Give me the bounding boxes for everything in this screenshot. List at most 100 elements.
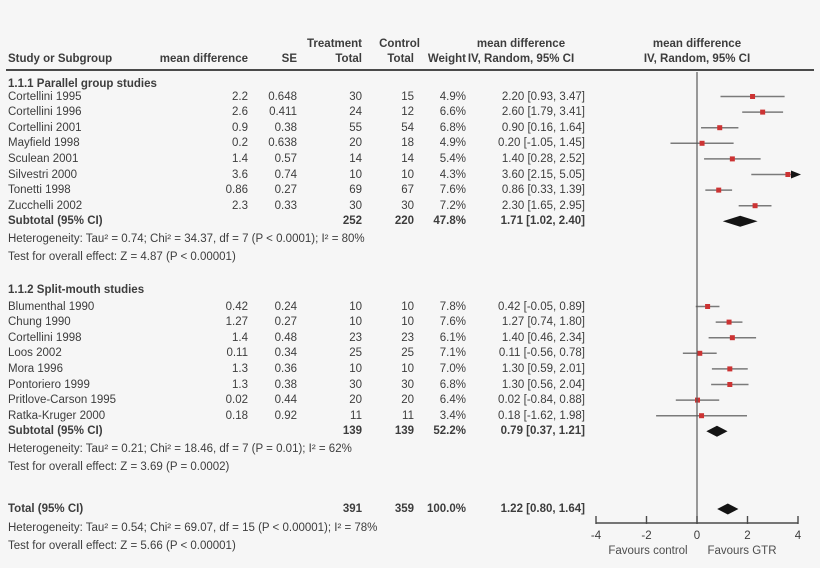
point-estimate-marker <box>697 350 703 356</box>
tt-value: 30 <box>349 378 362 391</box>
ci-value: 0.20 [-1.05, 1.45] <box>498 137 585 150</box>
md-value: 1.3 <box>232 378 248 391</box>
study-name: Zucchelli 2002 <box>8 199 83 212</box>
favours-right-label: Favours GTR <box>707 545 776 557</box>
md-value: 2.6 <box>232 106 248 119</box>
se-value: 0.411 <box>269 106 297 119</box>
point-estimate-marker <box>760 109 766 115</box>
ct-value: 359 <box>394 503 414 515</box>
control-group-header: Control <box>379 38 420 50</box>
header-divider <box>6 69 814 71</box>
total-overall-effect-text: Test for overall effect: Z = 5.66 (P < 0… <box>8 539 236 552</box>
md-value: 0.02 <box>225 394 248 407</box>
md-value: 0.18 <box>225 409 248 422</box>
ci-column-header-line2: IV, Random, 95% CI <box>467 53 575 65</box>
ct-value: 139 <box>394 425 414 438</box>
ct-value: 18 <box>401 137 414 150</box>
se-value: 0.24 <box>274 300 297 313</box>
study-name: Total (95% CI) <box>8 503 84 515</box>
ci-value: 1.71 [1.02, 2.40] <box>500 215 585 228</box>
ct-value: 54 <box>401 121 414 134</box>
wt-value: 6.4% <box>439 394 466 407</box>
point-estimate-marker <box>750 94 756 99</box>
ci-value: 2.30 [1.65, 2.95] <box>501 199 585 212</box>
study-name: Subtotal (95% CI) <box>8 425 103 438</box>
ct-value: 11 <box>402 409 414 422</box>
tt-value: 139 <box>342 425 362 438</box>
tt-value: 69 <box>349 184 362 197</box>
ci-value: 1.27 [0.74, 1.80] <box>501 316 585 329</box>
section-title: 1.1.2 Split-mouth studies <box>8 284 145 296</box>
ci-value: 1.40 [0.46, 2.34] <box>501 331 585 344</box>
md-column-header: mean difference <box>159 53 248 65</box>
study-name: Pritlove-Carson 1995 <box>8 394 117 407</box>
tt-value: 30 <box>349 90 362 103</box>
se-column-header: SE <box>281 53 297 65</box>
se-value: 0.57 <box>274 152 297 165</box>
study-name: Silvestri 2000 <box>8 168 78 181</box>
md-value: 0.86 <box>225 184 248 197</box>
point-estimate-marker <box>752 203 758 209</box>
ci-value: 0.79 [0.37, 1.21] <box>500 425 585 438</box>
total-heterogeneity-text: Heterogeneity: Tau² = 0.54; Chi² = 69.07… <box>8 521 378 534</box>
ci-value: 0.90 [0.16, 1.64] <box>501 121 585 134</box>
study-name: Chung 1990 <box>8 316 71 329</box>
point-estimate-marker <box>729 335 735 341</box>
ct-value: 12 <box>401 106 414 119</box>
wt-value: 4.9% <box>439 137 466 150</box>
se-value: 0.38 <box>274 121 297 134</box>
ct-value: 10 <box>401 168 414 181</box>
axis-tick-label: -2 <box>641 530 651 542</box>
heterogeneity-text: Heterogeneity: Tau² = 0.74; Chi² = 34.37… <box>8 233 365 246</box>
md-value: 1.4 <box>232 152 248 165</box>
plot-header-line1: mean difference <box>652 38 742 50</box>
study-name: Tonetti 1998 <box>8 184 71 197</box>
study-name: Mora 1996 <box>8 362 63 375</box>
se-value: 0.638 <box>268 137 297 150</box>
ct-value: 20 <box>401 394 414 407</box>
tt-value: 24 <box>349 106 362 119</box>
wt-value: 7.6% <box>439 184 466 197</box>
se-value: 0.48 <box>274 331 297 344</box>
md-value: 0.9 <box>232 121 248 134</box>
wt-value: 4.9% <box>439 90 466 103</box>
ct-value: 220 <box>394 215 414 228</box>
tt-value: 10 <box>349 168 362 181</box>
wt-value: 4.3% <box>439 168 466 181</box>
md-value: 1.3 <box>232 362 248 375</box>
treatment-total-header: Total <box>335 53 362 65</box>
md-value: 2.2 <box>232 90 248 103</box>
tt-value: 23 <box>349 331 362 344</box>
se-value: 0.34 <box>274 347 297 360</box>
md-value: 2.3 <box>232 199 248 212</box>
wt-value: 6.8% <box>439 121 466 134</box>
study-column-header: Study or Subgroup <box>8 53 113 65</box>
control-total-header: Total <box>387 53 414 65</box>
axis-tick-label: 4 <box>795 530 802 542</box>
ct-value: 10 <box>401 300 414 313</box>
study-name: Cortellini 2001 <box>8 121 82 134</box>
ct-value: 30 <box>401 199 414 212</box>
heterogeneity-text: Heterogeneity: Tau² = 0.21; Chi² = 18.46… <box>8 443 352 456</box>
ct-value: 23 <box>401 331 414 344</box>
axis-tick-label: 2 <box>744 530 750 542</box>
wt-value: 6.1% <box>439 331 466 344</box>
ci-value: 1.30 [0.56, 2.04] <box>501 378 585 391</box>
point-estimate-marker <box>727 366 733 372</box>
md-value: 3.6 <box>232 168 248 181</box>
ci-arrow <box>791 170 801 179</box>
study-name: Cortellini 1996 <box>8 106 82 119</box>
tt-value: 25 <box>349 347 362 360</box>
tt-value: 20 <box>349 137 362 150</box>
study-name: Sculean 2001 <box>8 152 79 165</box>
wt-value: 7.0% <box>439 362 466 375</box>
tt-value: 11 <box>350 409 362 422</box>
weight-column-header: Weight <box>427 53 466 65</box>
study-name: Blumenthal 1990 <box>8 300 95 313</box>
favours-left-label: Favours control <box>608 545 687 557</box>
study-name: Mayfield 1998 <box>8 137 80 150</box>
se-value: 0.38 <box>274 378 297 391</box>
md-value: 1.27 <box>225 316 248 329</box>
se-value: 0.27 <box>274 184 297 197</box>
